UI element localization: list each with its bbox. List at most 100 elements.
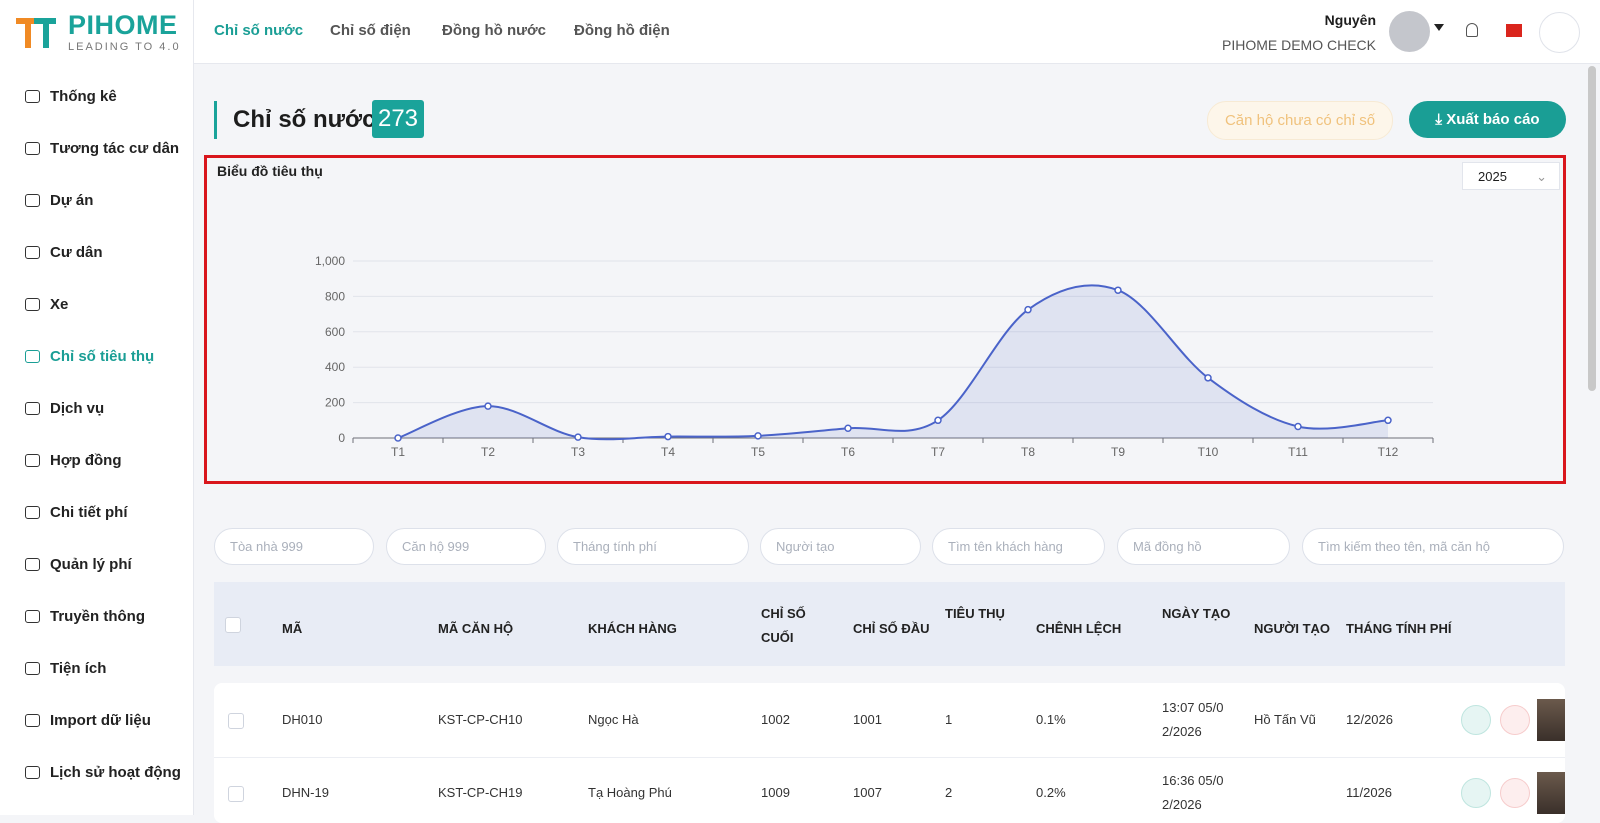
table-header-cell: MÃ xyxy=(282,621,303,636)
sidebar-label: Lịch sử hoạt động xyxy=(50,764,181,781)
y-tick-label: 200 xyxy=(325,396,345,410)
table-cell: Hồ Tấn Vũ xyxy=(1254,712,1316,727)
area xyxy=(398,285,1388,440)
sidebar-icon xyxy=(25,454,40,467)
sidebar-item[interactable]: Dự án xyxy=(25,192,93,209)
sidebar-item[interactable]: Xe xyxy=(25,296,68,313)
avatar xyxy=(1389,11,1430,52)
sidebar-icon xyxy=(25,246,40,259)
table-cell: 13:07 05/02/2026 xyxy=(1162,700,1224,739)
year-select[interactable]: 2025 ⌄ xyxy=(1462,162,1560,190)
table-header-cell: CHỈ SỐ CUỐI xyxy=(761,606,806,645)
sidebar-item[interactable]: Import dữ liệu xyxy=(25,712,151,729)
pending-button[interactable]: Căn hộ chưa có chỉ số xyxy=(1207,101,1393,140)
sidebar-label: Chỉ số tiêu thụ xyxy=(50,348,155,365)
nav-tab[interactable]: Đồng hồ nước xyxy=(442,22,547,39)
point xyxy=(484,402,492,410)
sidebar-label: Cư dân xyxy=(50,244,103,261)
table-header xyxy=(214,582,1565,666)
table-cell: 2 xyxy=(945,785,953,800)
export-button[interactable]: ⤓ Xuất báo cáo xyxy=(1409,101,1566,138)
point xyxy=(1384,416,1392,425)
user-name: Nguyên xyxy=(1324,12,1376,28)
sidebar-icon xyxy=(25,766,40,779)
chart: Biểu đồ tiêu thụ 0 200 400 600 800 1,000 T1 T2 T… xyxy=(217,163,1434,459)
filter-input[interactable]: Tháng tính phí xyxy=(557,528,749,565)
filter-input[interactable]: Căn hộ 999 xyxy=(386,528,546,565)
point xyxy=(394,434,402,442)
title-bar xyxy=(214,101,217,139)
table-cell: KST-CP-CH19 xyxy=(438,785,523,800)
row-divider xyxy=(214,757,1565,758)
table-header-cell: CHỈ SỐ ĐẦU xyxy=(853,621,930,636)
year-value: 2025 xyxy=(1478,169,1507,184)
sidebar-icon xyxy=(25,662,40,675)
sidebar-item[interactable]: Truyền thông xyxy=(25,608,145,625)
sidebar-icon xyxy=(25,142,40,155)
sidebar-label: Truyền thông xyxy=(50,608,145,625)
sidebar-icon xyxy=(25,558,40,571)
filter-input[interactable]: Tìm tên khách hàng xyxy=(932,528,1105,565)
sidebar-icon xyxy=(25,506,40,519)
sidebar-icon xyxy=(25,402,40,415)
point xyxy=(1114,286,1122,294)
sidebar-item[interactable]: Cư dân xyxy=(25,244,103,261)
table-header-cell: MÃ CĂN HỘ xyxy=(438,621,514,636)
sidebar-item[interactable]: Dịch vụ xyxy=(25,400,104,417)
point xyxy=(1294,422,1302,431)
nav-tab[interactable]: Đồng hồ điện xyxy=(574,22,670,39)
x-tick-label: T11 xyxy=(1288,445,1308,459)
x-tick-label: T8 xyxy=(1021,445,1035,459)
brand: PIHOME xyxy=(68,10,178,40)
filter-input[interactable]: Người tạo xyxy=(760,528,921,565)
sidebar-label: Xe xyxy=(50,296,69,313)
sidebar-label: Tương tác cư dân xyxy=(50,140,180,157)
sidebar-item[interactable]: Tiện ích xyxy=(25,660,106,677)
sidebar-item[interactable]: Hợp đồng xyxy=(25,452,121,469)
top-bar xyxy=(194,0,1600,64)
sidebar-item[interactable]: Quản lý phí xyxy=(25,556,132,573)
export-label: Xuất báo cáo xyxy=(1446,111,1540,128)
filter-input[interactable]: Tòa nhà 999 xyxy=(214,528,374,565)
y-tick-label: 0 xyxy=(338,431,345,445)
nav-tab[interactable]: Chỉ số điện xyxy=(330,22,411,39)
x-tick-label: T6 xyxy=(841,445,855,459)
point xyxy=(1204,374,1212,382)
x-tick-label: T1 xyxy=(391,445,405,459)
logo-icon xyxy=(16,18,56,48)
table-cell: Tạ Hoàng Phú xyxy=(588,785,672,800)
table-header-cell: TIÊU THỤ xyxy=(945,606,1005,621)
sidebar-item[interactable]: Lịch sử hoạt động xyxy=(25,764,181,781)
sidebar-item[interactable]: Chỉ số tiêu thụ xyxy=(25,348,154,365)
sidebar-label: Quản lý phí xyxy=(50,556,132,573)
count-badge: 273 xyxy=(372,100,424,138)
sidebar-item[interactable]: Chi tiết phí xyxy=(25,504,128,521)
filter-input[interactable]: Mã đồng hồ xyxy=(1117,528,1290,565)
nav-tab[interactable]: Chỉ số nước xyxy=(214,22,304,39)
table-cell: 11/2026 xyxy=(1346,785,1393,800)
sidebar-icon xyxy=(25,298,40,311)
thumbnail xyxy=(1537,699,1565,741)
y-tick-label: 800 xyxy=(325,289,345,303)
edit-button[interactable] xyxy=(1461,778,1491,808)
filter-input[interactable]: Tìm kiếm theo tên, mã căn hộ xyxy=(1302,528,1564,565)
apps-button[interactable] xyxy=(1539,12,1580,53)
edit-button[interactable] xyxy=(1461,705,1491,735)
scrollbar[interactable] xyxy=(1588,66,1596,391)
line xyxy=(397,284,1389,441)
row-checkbox xyxy=(228,713,244,729)
point xyxy=(574,433,582,441)
chart-panel: 2025 ⌄ Biểu đồ tiêu thụ 0 200 400 600 800 1,00… xyxy=(204,155,1566,484)
sidebar-item[interactable]: Tương tác cư dân xyxy=(25,140,179,157)
sidebar-icon xyxy=(25,610,40,623)
row-checkbox xyxy=(228,786,244,802)
table-cell: 1 xyxy=(945,712,953,727)
x-tick-label: T2 xyxy=(481,445,495,459)
delete-button[interactable] xyxy=(1500,778,1530,808)
table-header-cell: KHÁCH HÀNG xyxy=(588,621,677,636)
table-body xyxy=(214,683,1565,823)
delete-button[interactable] xyxy=(1500,705,1530,735)
sidebar-item[interactable]: Thống kê xyxy=(25,88,117,105)
table-cell: 0.2% xyxy=(1036,785,1066,800)
